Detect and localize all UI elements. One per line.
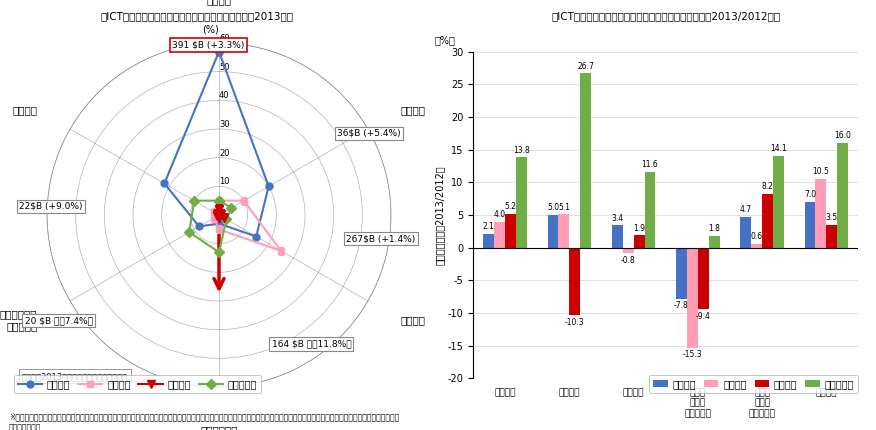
Text: ※アジア太平洋（成熟国）は日本、韓国、オーストラリア、ニュージーランド、シンガポール。アジア太平洋（新興国）はインド、マレーシア、タイ、インドネシア。中国市場は: ※アジア太平洋（成熟国）は日本、韓国、オーストラリア、ニュージーランド、シンガポ… <box>9 413 399 430</box>
Text: 北米市場: 北米市場 <box>207 0 231 5</box>
Text: 5.2: 5.2 <box>505 202 517 211</box>
Text: 西欧市場: 西欧市場 <box>400 315 426 325</box>
Bar <box>645 172 655 248</box>
Bar <box>611 225 623 248</box>
Bar <box>548 215 559 248</box>
Bar <box>559 214 569 248</box>
Text: 164 $B （－11.8%）: 164 $B （－11.8%） <box>272 340 351 348</box>
Y-axis label: 対前年伸び率（2013/2012）: 対前年伸び率（2013/2012） <box>434 165 445 265</box>
Text: 13.8: 13.8 <box>513 146 530 155</box>
Text: 7.0: 7.0 <box>804 190 816 200</box>
Bar <box>484 234 494 248</box>
Text: (%): (%) <box>202 24 219 34</box>
Bar <box>709 236 720 248</box>
Bar <box>494 221 505 248</box>
Text: 26.7: 26.7 <box>577 61 594 71</box>
Text: 【ICTサービスレイヤーにおける地域別企業シェア（2013）】: 【ICTサービスレイヤーにおける地域別企業シェア（2013）】 <box>101 11 293 21</box>
Text: 【ICTサービスレイヤーにおける地域別シェア伸び率（2013/2012）】: 【ICTサービスレイヤーにおける地域別シェア伸び率（2013/2012）】 <box>551 11 781 21</box>
Bar <box>804 202 816 248</box>
Text: 20 $B （－7.4%）: 20 $B （－7.4%） <box>25 316 93 325</box>
Bar <box>633 235 645 248</box>
Text: （%）: （%） <box>434 35 456 45</box>
Bar <box>826 225 837 248</box>
Text: 11.6: 11.6 <box>641 160 659 169</box>
Legend: 米国企業, 欧州企業, 日本企業, アジア企業: 米国企業, 欧州企業, 日本企業, アジア企業 <box>649 375 858 393</box>
Text: 四角内は2013年市場規模（対前年伸び率）: 四角内は2013年市場規模（対前年伸び率） <box>22 372 128 381</box>
Text: 5.0: 5.0 <box>547 203 559 212</box>
Text: 1.9: 1.9 <box>633 224 645 233</box>
Legend: 米国企業, 欧州企業, 日本企業, アジア企業: 米国企業, 欧州企業, 日本企業, アジア企業 <box>14 375 261 393</box>
Text: 36$B (+5.4%): 36$B (+5.4%) <box>337 129 401 138</box>
Bar <box>740 217 752 248</box>
Text: -10.3: -10.3 <box>565 318 584 327</box>
Text: 0.6: 0.6 <box>751 232 763 241</box>
Text: 8.2: 8.2 <box>761 182 774 191</box>
Bar <box>687 248 698 348</box>
Text: 2.1: 2.1 <box>483 222 495 231</box>
Text: 1.8: 1.8 <box>709 224 720 233</box>
Text: 16.0: 16.0 <box>834 132 851 141</box>
Text: 3.4: 3.4 <box>611 214 624 223</box>
Text: 267$B (+1.4%): 267$B (+1.4%) <box>346 234 415 243</box>
Text: 22$B (+9.0%): 22$B (+9.0%) <box>19 202 82 211</box>
Text: -0.8: -0.8 <box>621 255 636 264</box>
Text: -9.4: -9.4 <box>696 312 710 321</box>
Text: -7.8: -7.8 <box>675 301 689 310</box>
Bar <box>773 156 784 248</box>
Text: 4.7: 4.7 <box>739 206 752 214</box>
Text: 南米市場: 南米市場 <box>400 105 426 115</box>
Text: 5.1: 5.1 <box>558 203 570 212</box>
Text: 10.5: 10.5 <box>812 167 830 176</box>
Bar <box>580 73 591 248</box>
Text: 391 $B (+3.3%): 391 $B (+3.3%) <box>173 41 244 49</box>
Bar <box>569 248 580 315</box>
Bar <box>816 179 826 248</box>
Bar <box>676 248 687 299</box>
Text: 14.1: 14.1 <box>770 144 787 153</box>
Text: 中国市場: 中国市場 <box>12 105 38 115</box>
Bar <box>762 194 773 248</box>
Text: アジア太平洋
（成熟国）: アジア太平洋 （成熟国） <box>201 425 237 430</box>
Bar <box>698 248 709 309</box>
Text: 3.5: 3.5 <box>826 213 837 222</box>
Bar <box>837 143 848 248</box>
Bar <box>752 244 762 248</box>
Bar <box>623 248 633 253</box>
Bar <box>516 157 527 248</box>
Bar <box>505 214 516 248</box>
Text: アジア太平洋
（新兴国）: アジア太平洋 （新兴国） <box>0 309 38 331</box>
Text: 4.0: 4.0 <box>494 210 505 219</box>
Text: -15.3: -15.3 <box>682 350 703 359</box>
